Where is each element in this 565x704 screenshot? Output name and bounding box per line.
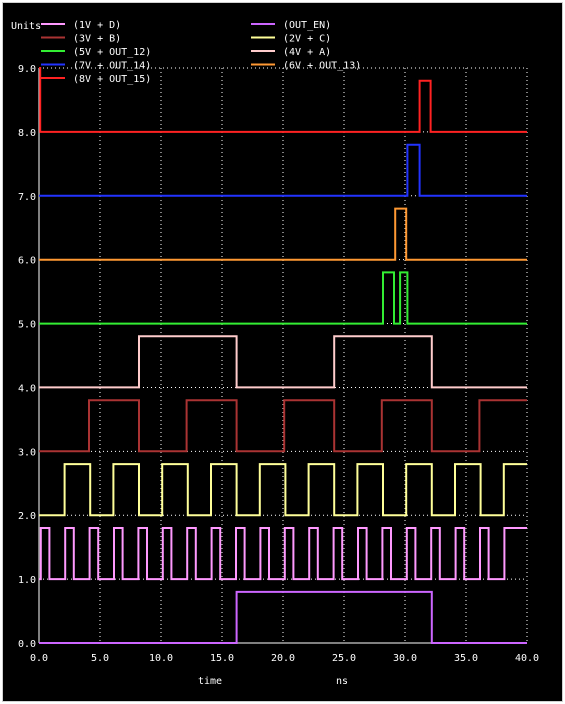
x-tick-label: 35.0 <box>454 653 478 664</box>
series-line <box>39 399 527 453</box>
series-line <box>39 271 527 325</box>
y-tick-label: 0.0 <box>18 639 36 650</box>
x-tick-label: 15.0 <box>210 653 234 664</box>
legend-entry: (5V + OUT_12) <box>73 47 151 58</box>
y-tick-label: 3.0 <box>18 447 36 458</box>
series-line <box>39 143 527 197</box>
x-tick-label: 30.0 <box>393 653 417 664</box>
legend-entry: (OUT_EN) <box>283 20 331 31</box>
x-tick-label: 40.0 <box>515 653 539 664</box>
series-line <box>39 335 527 389</box>
x-tick-labels: 0.0 5.0 10.0 15.0 20.0 25.0 30.0 35.0 40.0 <box>30 653 539 664</box>
y-tick-label: 8.0 <box>18 128 36 139</box>
traces <box>39 67 527 644</box>
x-axis-label: time <box>198 676 222 687</box>
x-tick-label: 20.0 <box>271 653 295 664</box>
y-axis-label: Units <box>11 21 41 32</box>
legend-entry: (1V + D) <box>73 20 121 31</box>
legend-entry: (2V + C) <box>283 34 331 45</box>
legend-entry: (8V + OUT_15) <box>73 74 151 85</box>
y-tick-label: 1.0 <box>18 575 36 586</box>
x-axis-unit: ns <box>336 676 348 687</box>
y-tick-label: 4.0 <box>18 383 36 394</box>
y-tick-label: 7.0 <box>18 192 36 203</box>
legend-entry: (6V + OUT_13) <box>283 61 361 72</box>
y-tick-label: 6.0 <box>18 256 36 267</box>
legend-entry: (7V + OUT_14) <box>73 61 151 72</box>
series-line <box>39 207 527 261</box>
y-tick-labels: 0.0 1.0 2.0 3.0 4.0 5.0 6.0 7.0 8.0 9.0 <box>18 64 36 650</box>
legend-entry: (4V + A) <box>283 47 331 58</box>
grid <box>38 67 528 644</box>
legend: (1V + D) (OUT_EN) (3V + B) (2V + C) (5V + OU… <box>41 20 361 85</box>
waveform-chart: (1V + D) (OUT_EN) (3V + B) (2V + C) (5V + OU… <box>11 20 539 687</box>
x-tick-label: 10.0 <box>149 653 173 664</box>
y-tick-label: 2.0 <box>18 511 36 522</box>
series-line <box>39 527 527 581</box>
series-line <box>39 463 527 517</box>
x-tick-label: 0.0 <box>30 653 48 664</box>
legend-entry: (3V + B) <box>73 34 121 45</box>
series-line <box>39 67 527 133</box>
y-tick-label: 9.0 <box>18 64 36 75</box>
x-tick-label: 5.0 <box>91 653 109 664</box>
y-tick-label: 5.0 <box>18 320 36 331</box>
x-tick-label: 25.0 <box>332 653 356 664</box>
series-line <box>39 590 527 644</box>
